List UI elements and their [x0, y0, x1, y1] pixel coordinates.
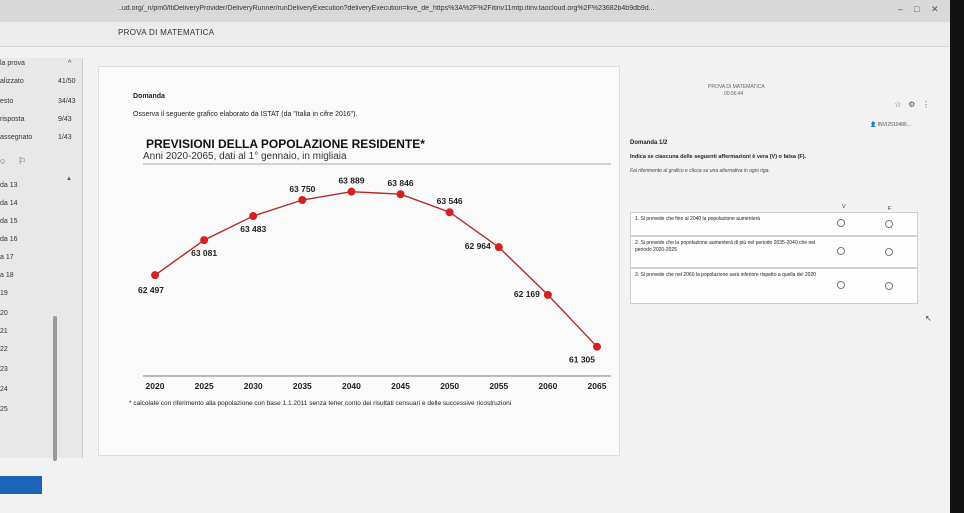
- close-icon[interactable]: ✕: [931, 4, 939, 14]
- x-tick-label: 2025: [195, 381, 214, 391]
- test-app: PROVA DI MATEMATICA PROVA DI MATEMATICA …: [0, 22, 950, 513]
- column-false-header: F: [888, 206, 892, 212]
- question-area: Domanda Osserva il seguente grafico elab…: [98, 66, 620, 456]
- x-tick-label: 2020: [146, 381, 165, 391]
- x-tick-label: 2045: [391, 381, 410, 391]
- mouse-cursor-icon: ↖: [925, 314, 932, 323]
- url-text[interactable]: ..ud.org/_n/pm0/ltiDeliveryProvider/Deli…: [118, 5, 655, 12]
- radio-false[interactable]: [885, 220, 893, 228]
- instruction: Indica se ciascuna delle seguenti afferm…: [630, 154, 807, 160]
- x-tick-label: 2030: [244, 381, 263, 391]
- question-prompt: Osserva il seguente grafico elaborato da…: [133, 111, 358, 118]
- list-item[interactable]: 20: [0, 310, 8, 317]
- footer-bar[interactable]: [0, 476, 42, 494]
- data-point: [494, 243, 503, 252]
- series-line: [154, 190, 598, 348]
- x-tick-label: 2050: [440, 381, 459, 391]
- sidebar-scrollbar[interactable]: [53, 316, 57, 461]
- list-item[interactable]: 22: [0, 346, 8, 353]
- list-item[interactable]: 21: [0, 328, 8, 335]
- header-icons: ☆ ⚙ ⋮: [894, 100, 930, 109]
- data-point: [249, 212, 258, 221]
- data-point: [593, 342, 601, 351]
- data-label: 63 750: [289, 184, 315, 194]
- user-id: 👤 INVI2510486...: [870, 122, 911, 128]
- data-point: [396, 190, 405, 199]
- data-point: [445, 208, 454, 217]
- data-label: 63 846: [388, 178, 414, 188]
- column-true-header: V: [842, 204, 846, 210]
- monitor-bezel: [950, 0, 964, 513]
- settings-icon[interactable]: ⚙: [908, 100, 916, 109]
- sidebar: la prova ^ alizzato 41/50 esto 34/43 ris…: [0, 58, 83, 461]
- x-tick-label: 2060: [538, 381, 557, 391]
- hint: Fai riferimento al grafico e clicca su u…: [630, 168, 770, 174]
- browser-address-bar: ..ud.org/_n/pm0/ltiDeliveryProvider/Deli…: [0, 0, 950, 23]
- collapse-icon[interactable]: ^: [68, 60, 72, 67]
- star-icon[interactable]: ☆: [894, 100, 902, 109]
- list-item[interactable]: 19: [0, 290, 8, 297]
- statement-row: 3. Si prevede che nel 2060 la popolazion…: [630, 268, 918, 304]
- list-item[interactable]: da 13: [0, 182, 18, 189]
- statement-row: 1. Si prevede che fino al 2040 la popola…: [630, 212, 918, 236]
- maximize-icon[interactable]: □: [914, 4, 920, 14]
- flag-icon[interactable]: ⚐: [17, 156, 27, 166]
- radio-true[interactable]: [837, 247, 845, 255]
- statement-text: 1. Si prevede che fino al 2040 la popola…: [635, 216, 761, 222]
- list-item[interactable]: 25: [0, 406, 8, 413]
- population-chart: 62 497 2020 63 081 2025 63 483 2030 63 750 2035…: [138, 163, 611, 391]
- answer-panel: Domanda 1/2 Indica se ciascuna delle seg…: [622, 112, 922, 412]
- list-item[interactable]: da 14: [0, 200, 18, 207]
- list-item[interactable]: a 17: [0, 254, 14, 261]
- x-tick-label: 2055: [489, 381, 508, 391]
- statement-text: 3. Si prevede che nel 2060 la popolazion…: [635, 272, 816, 278]
- minimize-icon[interactable]: –: [898, 4, 904, 14]
- question-label: Domanda: [133, 93, 165, 100]
- scroll-up-icon[interactable]: ▲: [66, 176, 72, 182]
- app-header: PROVA DI MATEMATICA: [0, 22, 950, 47]
- chart-footnote: * calcolate con riferimento alla popolaz…: [129, 400, 512, 407]
- radio-false[interactable]: [885, 282, 893, 290]
- statement-text: 2. Si prevede che la popolazione aumente…: [635, 240, 816, 253]
- data-label: 63 081: [191, 248, 217, 258]
- circle-icon[interactable]: ○: [0, 156, 6, 166]
- data-label: 63 546: [437, 196, 463, 206]
- data-label: 63 483: [240, 224, 266, 234]
- timer: 00:56:44: [724, 91, 744, 97]
- app-title: PROVA DI MATEMATICA: [118, 28, 215, 37]
- data-label: 63 889: [338, 176, 364, 186]
- list-item[interactable]: 23: [0, 366, 8, 373]
- sidebar-tools: ○ ⚐: [0, 156, 26, 167]
- chart-title: PREVISIONI DELLA POPOLAZIONE RESIDENTE*: [146, 137, 425, 151]
- question-counter: Domanda 1/2: [630, 140, 668, 146]
- chart-subtitle: Anni 2020-2065, dati al 1° gennaio, in m…: [143, 151, 347, 162]
- data-point: [200, 236, 209, 245]
- radio-false[interactable]: [885, 248, 893, 256]
- list-item[interactable]: da 16: [0, 236, 18, 243]
- data-point: [347, 187, 356, 196]
- data-point: [543, 290, 552, 299]
- data-point: [151, 271, 159, 280]
- list-item[interactable]: da 15: [0, 218, 18, 225]
- x-tick-label: 2035: [293, 381, 312, 391]
- more-icon[interactable]: ⋮: [922, 100, 930, 109]
- list-item[interactable]: 24: [0, 386, 8, 393]
- list-item[interactable]: a 18: [0, 272, 14, 279]
- x-tick-label: 2040: [342, 381, 361, 391]
- user-icon: 👤: [870, 122, 877, 128]
- radio-true[interactable]: [837, 219, 845, 227]
- x-tick-label: 2065: [588, 381, 607, 391]
- data-label: 62 169: [514, 289, 540, 299]
- timer-label: PROVA DI MATEMATICA: [708, 84, 765, 90]
- data-label: 62 497: [138, 285, 164, 295]
- data-label: 61 305: [569, 355, 595, 365]
- radio-true[interactable]: [837, 281, 845, 289]
- statement-row: 2. Si prevede che la popolazione aumente…: [630, 236, 918, 268]
- data-label: 62 964: [465, 241, 491, 251]
- data-point: [298, 196, 307, 204]
